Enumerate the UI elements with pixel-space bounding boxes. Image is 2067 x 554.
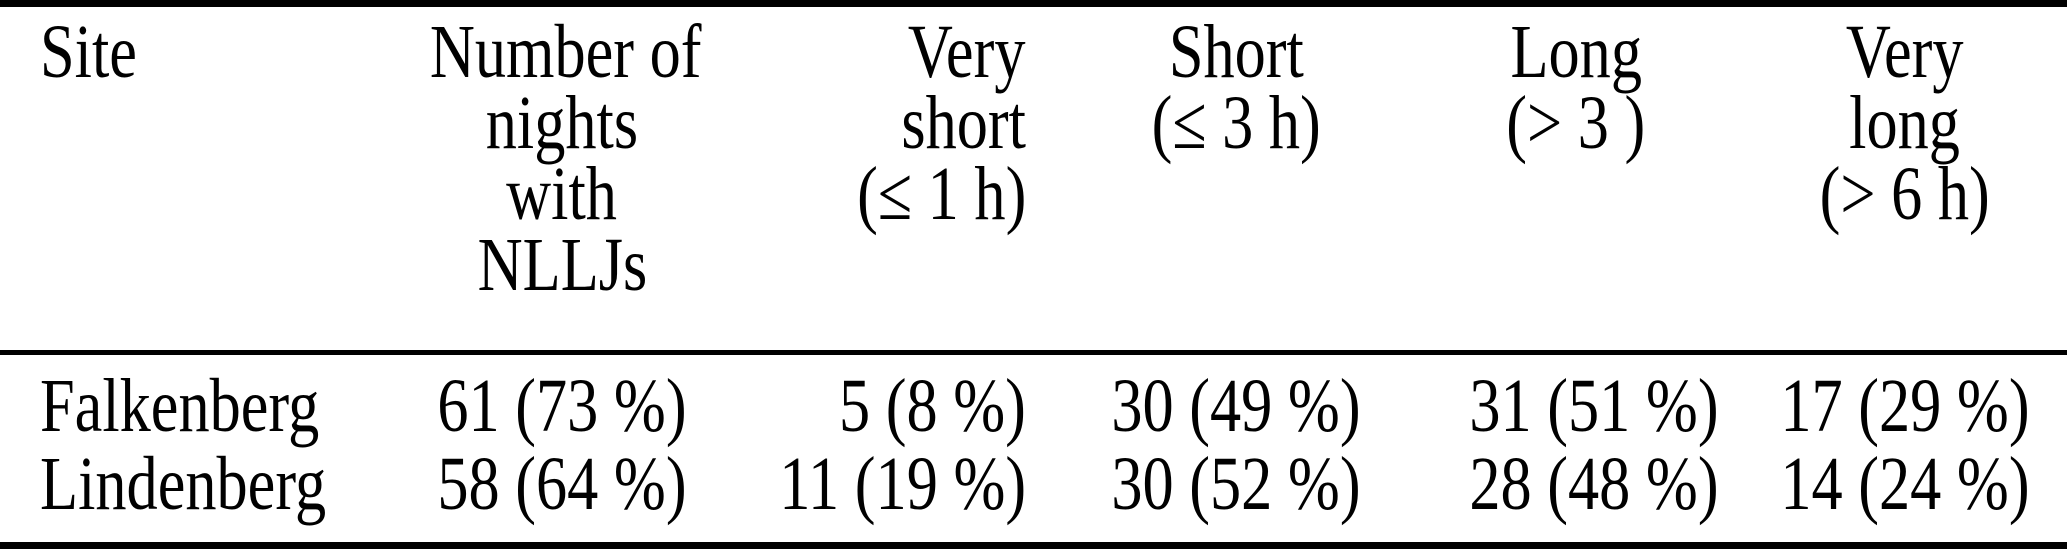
header-cell-very-long: Very long (> 6 h): [1710, 7, 2067, 355]
value-cell: 58 (64 %): [437, 442, 687, 526]
value-cell: 11 (19 %): [779, 442, 1026, 526]
header-text: Site: [40, 10, 137, 94]
value-cell: 30 (52 %): [1111, 442, 1361, 526]
value-cell: 30 (49 %): [1111, 364, 1361, 448]
site-cell: Falkenberg: [40, 364, 320, 448]
header-text: NLLJs: [477, 223, 647, 307]
header-text: (> 3 ): [1506, 81, 1646, 165]
table-header: Site Number of nights with NLLJs Very sh…: [0, 7, 2067, 355]
header-text: Very: [1845, 10, 1964, 94]
value-cell: 61 (73 %): [437, 364, 687, 448]
header-text: Long: [1510, 10, 1642, 94]
header-row: Site Number of nights with NLLJs Very sh…: [0, 7, 2067, 355]
header-cell-short: Short (≤ 3 h): [1030, 7, 1442, 355]
header-text: with: [506, 152, 618, 236]
value-cell: 5 (8 %): [839, 364, 1026, 448]
table-row-falkenberg: Falkenberg 61 (73 %) 5 (8 %) 30 (49 %) 3…: [0, 355, 2067, 445]
header-text: Very: [908, 10, 1026, 94]
header-text: nights: [485, 81, 639, 165]
value-cell: 14 (24 %): [1779, 442, 2030, 526]
site-cell: Lindenberg: [40, 442, 327, 526]
header-text: short: [901, 81, 1026, 165]
header-text: Short: [1168, 10, 1304, 94]
value-cell: 31 (51 %): [1469, 364, 1719, 448]
header-text: (> 6 h): [1819, 152, 1990, 236]
header-text: long: [1849, 81, 1960, 165]
value-cell: 17 (29 %): [1779, 364, 2030, 448]
header-cell-very-short: Very short (≤ 1 h): [724, 7, 1030, 355]
header-text: (≤ 1 h): [856, 152, 1026, 236]
header-cell-long: Long (> 3 ): [1442, 7, 1710, 355]
header-text: Number of: [429, 10, 702, 94]
header-cell-site: Site: [0, 7, 400, 355]
table-body: Falkenberg 61 (73 %) 5 (8 %) 30 (49 %) 3…: [0, 355, 2067, 542]
header-text: (≤ 3 h): [1151, 81, 1321, 165]
header-cell-number-of-nights-with-nlljs: Number of nights with NLLJs: [400, 7, 724, 355]
value-cell: 28 (48 %): [1469, 442, 1719, 526]
table-row-lindenberg: Lindenberg 58 (64 %) 11 (19 %) 30 (52 %)…: [0, 445, 2067, 542]
